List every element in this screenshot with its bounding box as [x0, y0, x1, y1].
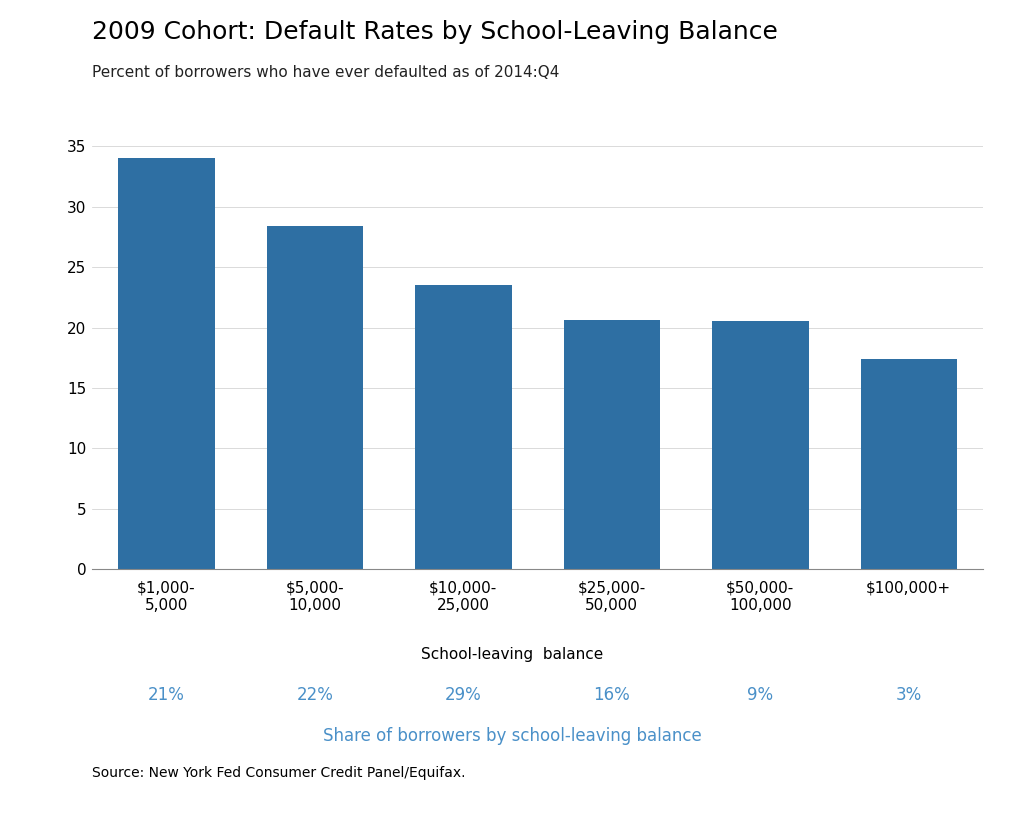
Text: 16%: 16%	[594, 686, 630, 704]
Text: 22%: 22%	[296, 686, 334, 704]
Text: School-leaving  balance: School-leaving balance	[421, 647, 603, 662]
Text: 21%: 21%	[147, 686, 185, 704]
Text: 3%: 3%	[896, 686, 922, 704]
Text: Source: New York Fed Consumer Credit Panel/Equifax.: Source: New York Fed Consumer Credit Pan…	[92, 767, 466, 780]
Bar	[563, 320, 660, 569]
Bar	[860, 359, 957, 569]
Text: 2009 Cohort: Default Rates by School-Leaving Balance: 2009 Cohort: Default Rates by School-Lea…	[92, 20, 778, 45]
Bar	[712, 321, 809, 569]
Text: Share of borrowers by school-leaving balance: Share of borrowers by school-leaving bal…	[323, 727, 701, 745]
Bar	[415, 285, 512, 569]
Text: 9%: 9%	[748, 686, 773, 704]
Bar	[266, 226, 364, 569]
Text: 29%: 29%	[445, 686, 481, 704]
Bar	[118, 159, 215, 569]
Text: Percent of borrowers who have ever defaulted as of 2014:Q4: Percent of borrowers who have ever defau…	[92, 65, 559, 80]
